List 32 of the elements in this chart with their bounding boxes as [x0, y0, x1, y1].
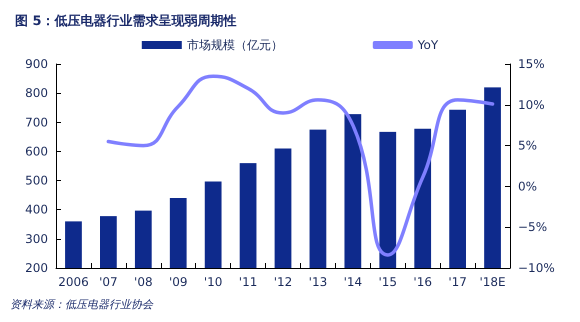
y2-tick-label: −5%	[518, 220, 548, 234]
legend-label: 市场规模（亿元）	[186, 38, 283, 52]
x-tick-label: '10	[204, 275, 222, 289]
y-tick-label: 900	[25, 57, 48, 71]
x-tick-label: '07	[99, 275, 118, 289]
x-tick-label: '18E	[479, 275, 506, 289]
legend-label: YoY	[416, 38, 439, 52]
x-tick-label: '15	[378, 275, 398, 289]
y-tick-label: 200	[25, 261, 48, 275]
line-series	[106, 74, 494, 257]
chart-title: 图 5：低压电器行业需求呈现弱周期性	[15, 13, 237, 29]
y-tick-label: 300	[25, 232, 48, 246]
y-tick-label: 700	[25, 115, 48, 130]
x-tick-label: '16	[413, 275, 432, 289]
x-tick-label: '14	[344, 275, 362, 289]
x-tick-label: '17	[448, 275, 467, 289]
x-tick-label: 2006	[58, 275, 89, 289]
y-tick-label: 400	[25, 202, 48, 217]
y2-tick-label: −10%	[518, 261, 555, 275]
x-tick-label: '09	[168, 275, 188, 289]
y-tick-label: 600	[25, 144, 48, 158]
text: 资料来源：低压电器行业协会	[10, 298, 154, 311]
x-tick-label: '08	[134, 275, 153, 289]
y-tick-label: 500	[25, 174, 48, 188]
x-tick-label: '13	[308, 275, 328, 289]
y2-tick-label: 10%	[518, 98, 545, 112]
y2-tick-label: 15%	[518, 57, 545, 71]
y2-tick-label: 0%	[518, 179, 538, 194]
y-tick-label: 800	[25, 86, 48, 100]
x-tick-label: '12	[274, 275, 292, 289]
y2-tick-label: 5%	[518, 138, 538, 153]
x-tick-label: '11	[238, 275, 258, 289]
